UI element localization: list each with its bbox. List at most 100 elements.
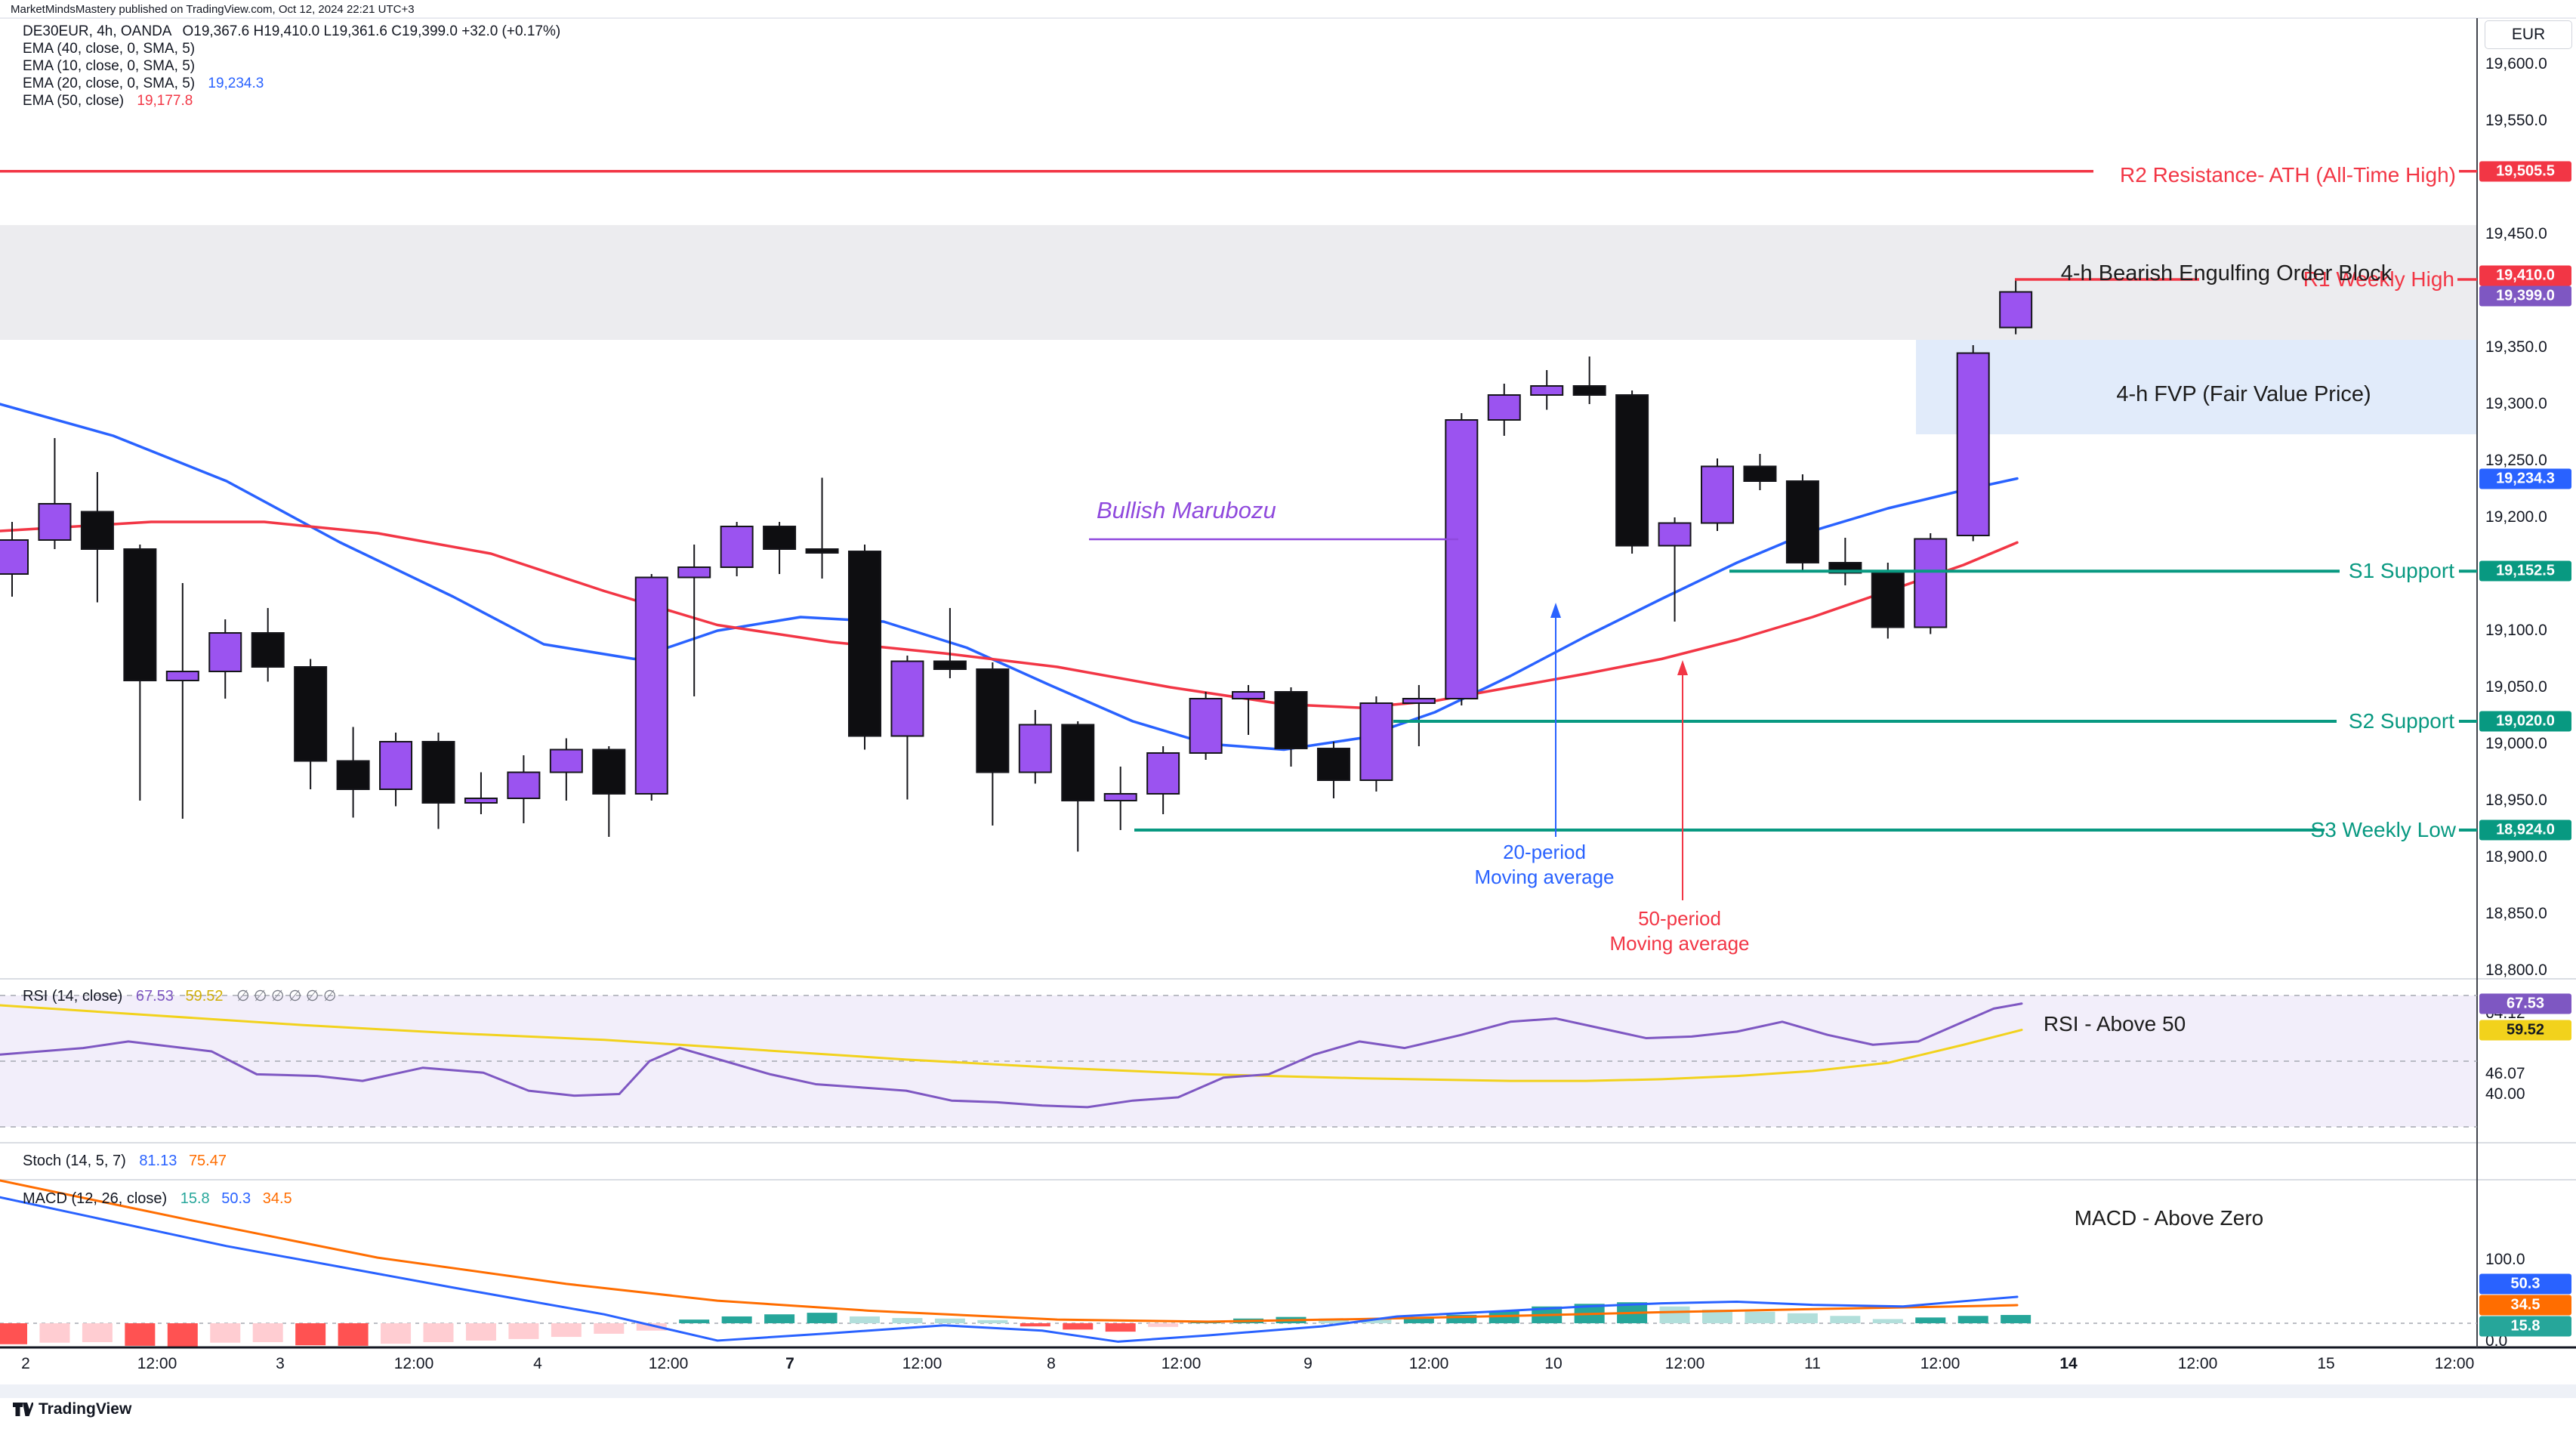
macd-hist-bar-45 [1915, 1317, 1946, 1323]
time-label-8-8[interactable]: 8 [1047, 1355, 1056, 1372]
macd-hist-bar-46 [1957, 1316, 1988, 1323]
candle-body-18 [763, 526, 797, 550]
r2-resistance-label[interactable]: R2 Resistance- ATH (All-Time High) [2120, 163, 2456, 187]
currency-selector[interactable]: EUR [2485, 20, 2572, 49]
macd-badge-15.8: 15.8 [2479, 1316, 2571, 1337]
candle-body-9 [379, 741, 413, 790]
time-label-4-4[interactable]: 4 [533, 1355, 542, 1372]
candle-body-34 [1445, 419, 1479, 699]
macd-hist-bar-3 [125, 1323, 156, 1346]
ema20-value: 19,234.3 [208, 76, 264, 91]
macd-hist-bar-5 [210, 1323, 241, 1343]
macd-hist-bar-27 [1148, 1323, 1179, 1327]
macd-hist-bar-40 [1702, 1309, 1732, 1323]
time-label-12:00-1[interactable]: 12:00 [137, 1355, 177, 1372]
candle-body-8 [336, 760, 370, 790]
price-label-19,050.0: 19,050.0 [2485, 678, 2547, 696]
time-label-10-12[interactable]: 10 [1544, 1355, 1563, 1372]
ma20-note-line2: Moving average [1474, 866, 1615, 888]
candle-body-11 [464, 798, 498, 804]
tradingview-logo[interactable]: TradingView [12, 1399, 131, 1420]
candle-body-1 [38, 503, 72, 541]
rsi-axis-label-40.00: 40.00 [2485, 1085, 2525, 1103]
s3-weekly-low-label[interactable]: S3 Weekly Low [2310, 818, 2456, 841]
rsi-axis-label-46.07: 46.07 [2485, 1065, 2525, 1083]
macd-hist-bar-44 [1872, 1319, 1903, 1323]
indicator-row-ema20[interactable]: EMA (20, close, 0, SMA, 5) 19,234.3 [23, 75, 560, 92]
time-label-12:00-3[interactable]: 12:00 [393, 1355, 434, 1372]
candle-body-4 [165, 671, 199, 681]
price-label-18,950.0: 18,950.0 [2485, 792, 2547, 809]
order-block-zone[interactable] [0, 225, 2477, 340]
ma20-note[interactable]: 20-period Moving average [1475, 840, 1615, 890]
macd-line [0, 1196, 2019, 1343]
time-label-15-18[interactable]: 15 [2317, 1355, 2335, 1372]
price-label-19,250.0: 19,250.0 [2485, 452, 2547, 469]
time-label-12:00-7[interactable]: 12:00 [902, 1355, 942, 1372]
macd-name: MACD (12, 26, close) [23, 1190, 168, 1207]
macd-hist-bar-32 [1361, 1319, 1392, 1323]
macd-axis-label-100.0: 100.0 [2485, 1251, 2525, 1268]
candle-body-22 [933, 660, 967, 670]
time-label-12:00-9[interactable]: 12:00 [1161, 1355, 1202, 1372]
symbol-row[interactable]: DE30EUR, 4h, OANDA O19,367.6 H19,410.0 L1… [23, 23, 560, 40]
candle-body-28 [1189, 698, 1223, 754]
macd-hist-bar-16 [679, 1319, 710, 1323]
rsi-badge-67.53: 67.53 [2479, 993, 2571, 1014]
macd-hist-bar-25 [1063, 1323, 1094, 1330]
macd-hist-bar-14 [594, 1323, 625, 1334]
candle-body-17 [720, 526, 754, 568]
time-label-9-10[interactable]: 9 [1303, 1355, 1313, 1372]
macd-hist-bar-10 [423, 1323, 454, 1343]
candle-body-14 [592, 748, 626, 795]
time-label-12:00-17[interactable]: 12:00 [2177, 1355, 2218, 1372]
macd-hist-bar-35 [1489, 1311, 1519, 1323]
macd-pane-label[interactable]: MACD (12, 26, close) 15.8 50.3 34.5 [23, 1190, 292, 1208]
time-label-14-16[interactable]: 14 [2059, 1355, 2078, 1372]
bottom-strip [0, 1384, 2576, 1398]
macd-line-value: 50.3 [221, 1190, 251, 1207]
price-label-18,900.0: 18,900.0 [2485, 848, 2547, 866]
time-label-11-14[interactable]: 11 [1804, 1355, 1821, 1372]
indicator-row-ema40[interactable]: EMA (40, close, 0, SMA, 5) [23, 40, 560, 57]
r1-weekly-high-label[interactable]: R1 Weekly High [2303, 267, 2454, 291]
time-label-12:00-15[interactable]: 12:00 [1920, 1355, 1961, 1372]
order-block-label[interactable]: 4-h Bearish Engulfing Order Block [2060, 261, 2392, 285]
price-label-19,000.0: 19,000.0 [2485, 735, 2547, 752]
candle-body-27 [1146, 752, 1180, 795]
macd-note-label[interactable]: MACD - Above Zero [2074, 1206, 2264, 1230]
bullish-marubozu-label[interactable]: Bullish Marubozu [1097, 497, 1276, 523]
price-badge-19,020.0: 19,020.0 [2479, 711, 2571, 732]
time-label-7-6[interactable]: 7 [785, 1355, 794, 1372]
fvp-label[interactable]: 4-h FVP (Fair Value Price) [2116, 382, 2371, 406]
s2-support-label[interactable]: S2 Support [2348, 709, 2454, 733]
rsi-note-label[interactable]: RSI - Above 50 [2043, 1012, 2186, 1035]
candle-body-32 [1359, 702, 1393, 781]
candle-body-35 [1487, 394, 1521, 421]
s1-support-label[interactable]: S1 Support [2348, 559, 2454, 582]
ma50-note-line1: 50-period [1638, 907, 1721, 930]
candle-body-40 [1701, 465, 1734, 524]
indicator-row-ema50[interactable]: EMA (50, close) 19,177.8 [23, 92, 560, 110]
time-label-2-0[interactable]: 2 [21, 1355, 30, 1372]
time-label-12:00-19[interactable]: 12:00 [2434, 1355, 2475, 1372]
candle-body-29 [1232, 691, 1266, 699]
price-badge-19,234.3: 19,234.3 [2479, 468, 2571, 489]
ma50-note[interactable]: 50-period Moving average [1610, 906, 1750, 956]
ohlc-values: O19,367.6 H19,410.0 L19,361.6 C19,399.0 … [182, 23, 561, 39]
tradingview-logo-icon [13, 1403, 33, 1416]
chart-legend[interactable]: DE30EUR, 4h, OANDA O19,367.6 H19,410.0 L1… [23, 23, 560, 110]
rsi-pane-label[interactable]: RSI (14, close) 67.53 59.52 ∅ ∅ ∅ ∅ ∅ ∅ [23, 986, 336, 1005]
time-label-12:00-5[interactable]: 12:00 [648, 1355, 689, 1372]
time-label-12:00-13[interactable]: 12:00 [1664, 1355, 1705, 1372]
fvp-zone[interactable] [1916, 340, 2477, 434]
symbol-title[interactable]: DE30EUR, 4h, OANDA [23, 23, 172, 39]
candle-body-45 [1914, 538, 1948, 628]
time-label-3-2[interactable]: 3 [276, 1355, 285, 1372]
stoch-pane-label[interactable]: Stoch (14, 5, 7) 81.13 75.47 [23, 1153, 227, 1170]
indicator-row-ema10[interactable]: EMA (10, close, 0, SMA, 5) [23, 57, 560, 75]
candle-body-12 [507, 771, 541, 799]
time-label-12:00-11[interactable]: 12:00 [1408, 1355, 1449, 1372]
candle-body-6 [251, 632, 285, 668]
